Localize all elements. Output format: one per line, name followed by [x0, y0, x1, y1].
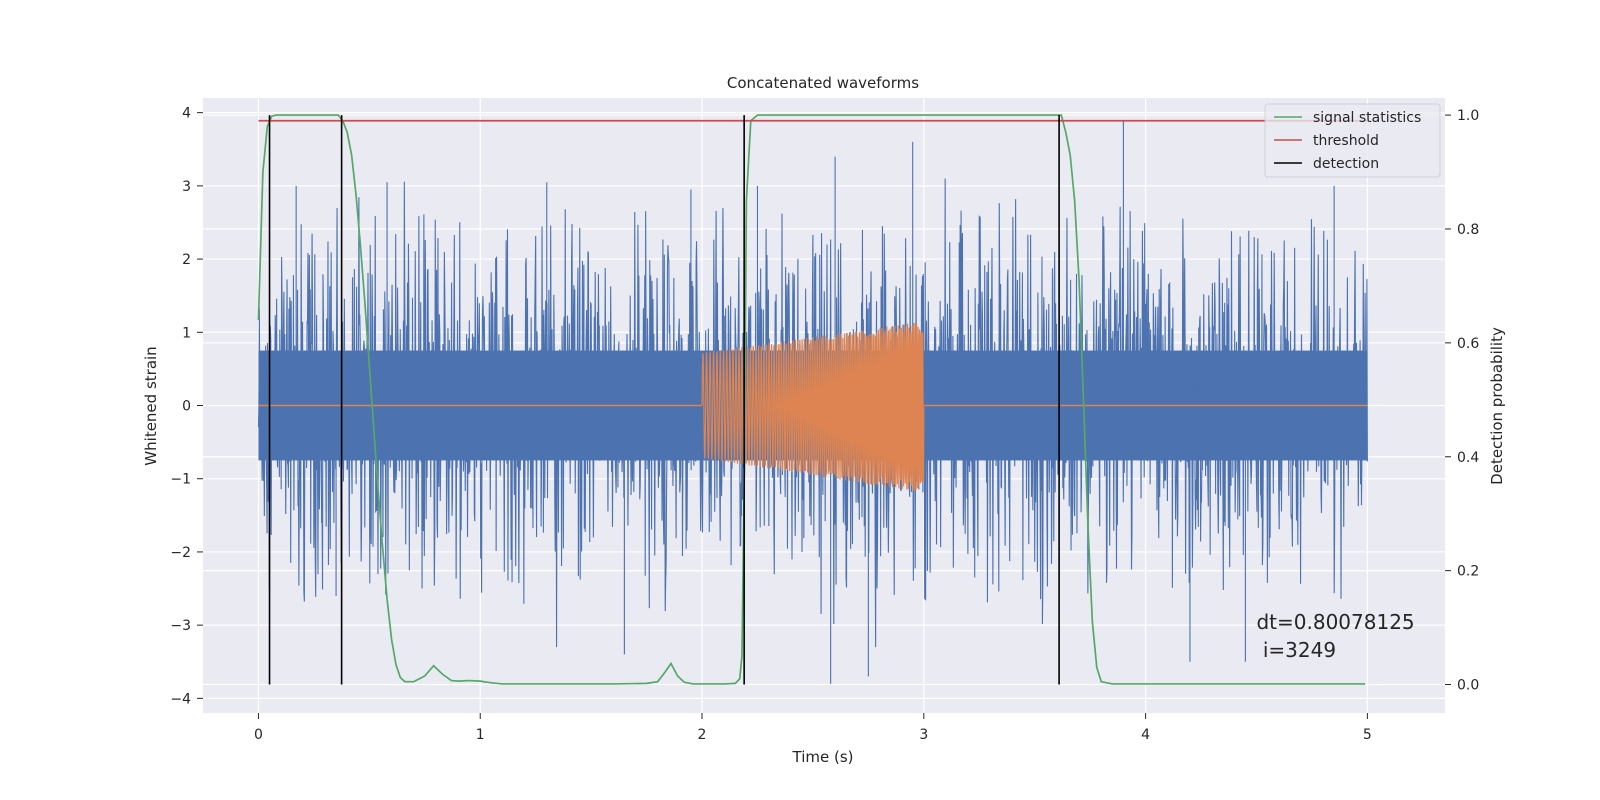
y2-tick-label: 0.4 [1457, 450, 1479, 466]
x-axis-label: Time (s) [792, 748, 854, 766]
y-tick-label: −1 [170, 472, 191, 488]
legend-label-threshold: threshold [1313, 133, 1379, 149]
x-axis: 0 1 2 3 4 5 [254, 713, 1372, 743]
series-chirp [258, 322, 1368, 492]
y2-tick-label: 0.6 [1457, 336, 1479, 352]
y-tick-label: −4 [170, 691, 191, 707]
x-tick-label: 1 [476, 727, 485, 743]
legend-label-detection: detection [1313, 156, 1379, 172]
x-tick-label: 0 [254, 727, 263, 743]
y-tick-label: 1 [182, 325, 191, 341]
series-signal-statistics [257, 114, 1368, 685]
y2-tick-label: 0.8 [1457, 222, 1479, 238]
y-tick-label: 0 [182, 399, 191, 415]
chirp-trace [701, 322, 925, 492]
legend-label-signal-statistics: signal statistics [1313, 110, 1421, 126]
y2-tick-label: 1.0 [1457, 108, 1479, 124]
y2-axis-label: Detection probability [1488, 327, 1506, 485]
legend: signal statistics threshold detection [1264, 103, 1441, 178]
y-axis-label: Whitened strain [142, 346, 160, 465]
y-tick-label: 4 [182, 106, 191, 122]
y-axis-left: 4 3 2 1 0 −1 −2 −3 −4 [170, 106, 203, 707]
annotation-dt: dt=0.80078125 [1256, 610, 1414, 634]
y2-tick-label: 0.0 [1457, 678, 1479, 694]
x-tick-label: 4 [1141, 727, 1150, 743]
y2-tick-label: 0.2 [1457, 564, 1479, 580]
x-tick-label: 5 [1363, 727, 1372, 743]
y-tick-label: 3 [182, 179, 191, 195]
y-tick-label: 2 [182, 252, 191, 268]
y-tick-label: −2 [170, 545, 191, 561]
chart-title: Concatenated waveforms [727, 74, 919, 92]
annotation-i: i=3249 [1256, 638, 1336, 662]
y-axis-right: 1.0 0.8 0.6 0.4 0.2 0.0 [1445, 108, 1479, 694]
noise-trace [257, 119, 1368, 684]
x-tick-label: 3 [919, 727, 928, 743]
y-tick-label: −3 [170, 618, 191, 634]
x-tick-label: 2 [698, 727, 707, 743]
signal-statistics-line [257, 114, 1366, 685]
legend-box [1264, 103, 1441, 178]
